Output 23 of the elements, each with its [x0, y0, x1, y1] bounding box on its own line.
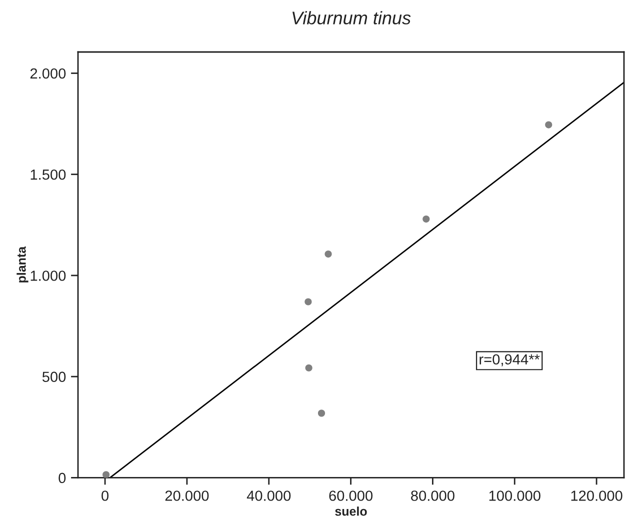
x-tick-label: 100.000 [489, 490, 540, 501]
y-tick-label: 2.000 [30, 68, 66, 79]
chart-title: Viburnum tinus [292, 11, 411, 24]
y-tick-label: 500 [42, 372, 66, 382]
y-tick-label: 1.000 [30, 270, 66, 281]
point [545, 121, 552, 128]
x-tick-label: 80.000 [411, 490, 454, 501]
point [324, 250, 332, 258]
x-tick-label: 60.000 [329, 490, 373, 501]
point [318, 410, 326, 417]
y-tick-label: 0 [58, 472, 66, 484]
x-tick-label: 0 [102, 490, 109, 501]
x-tick-label: 20.000 [165, 490, 209, 501]
annotation: r=0,944** [480, 354, 540, 366]
x-tick-label: 40.000 [246, 490, 291, 501]
point [422, 216, 430, 223]
x-tick-label: 120.000 [571, 490, 622, 501]
x-axis-title: suelo [335, 506, 367, 516]
point [102, 471, 110, 478]
point [305, 364, 312, 372]
y-tick-label: 1.500 [30, 169, 66, 180]
y-axis-title: planta [16, 246, 28, 282]
point [304, 298, 312, 306]
